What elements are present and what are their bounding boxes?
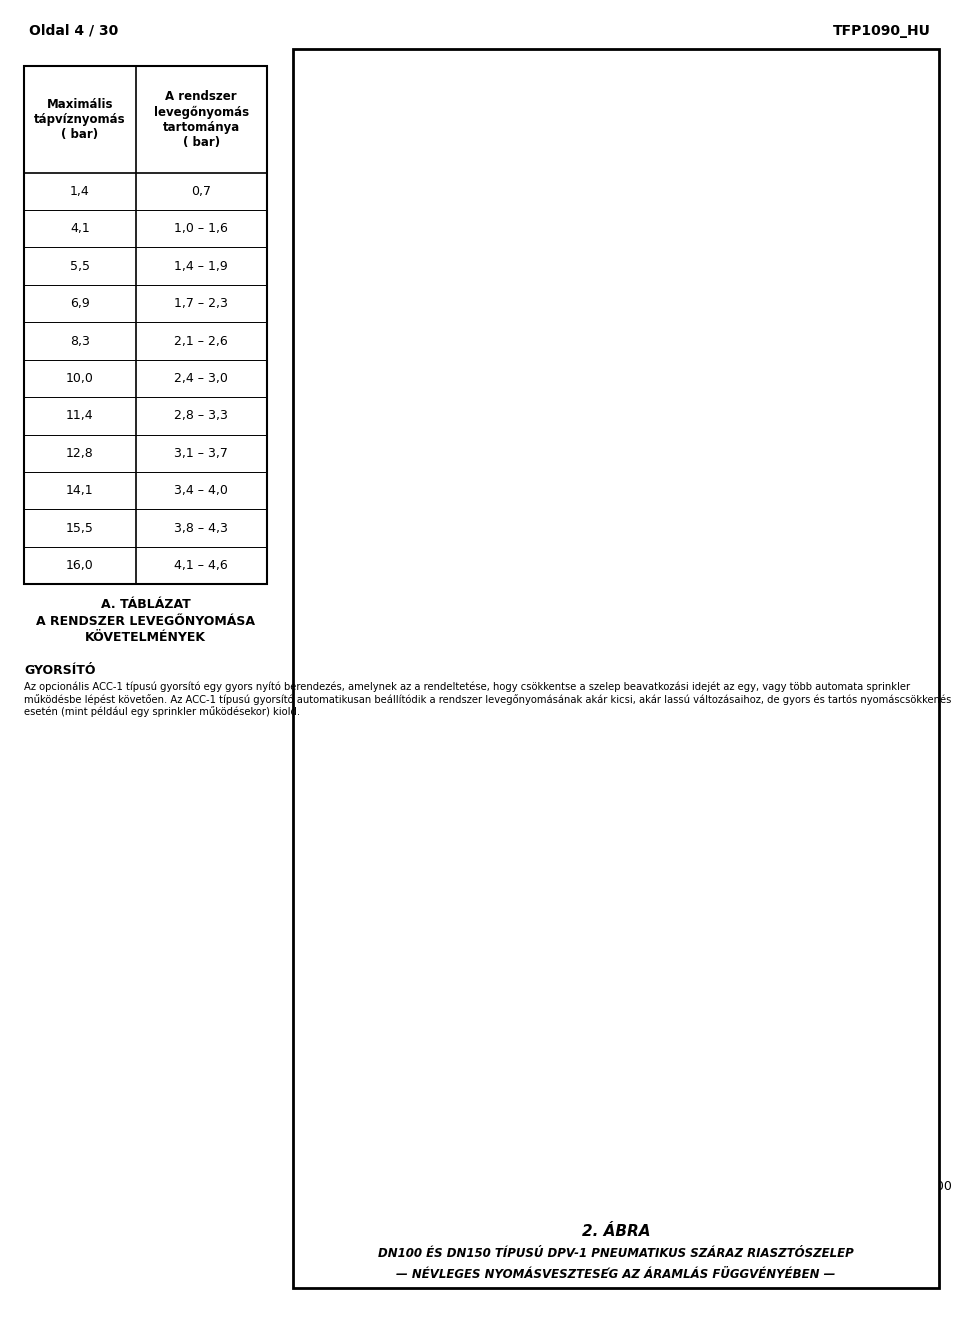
- Text: Az opcionális ACC-1 típusú gyorsító egy gyors nyító berendezés, amelynek az a re: Az opcionális ACC-1 típusú gyorsító egy …: [24, 681, 951, 717]
- Text: — NÉVLEGES NYOMÁSVESZTESÉG AZ ÁRAMLÁS FÜGGVÉNYÉBEN —: — NÉVLEGES NYOMÁSVESZTESÉG AZ ÁRAMLÁS F…: [396, 1268, 835, 1282]
- Text: 2,1 – 2,6: 2,1 – 2,6: [175, 335, 228, 348]
- Text: 1,0 – 1,6: 1,0 – 1,6: [175, 222, 228, 235]
- Text: 2,8 – 3,3: 2,8 – 3,3: [175, 409, 228, 422]
- Text: DN100 ÉS DN150 TÍPUSÚ DPV-1 PNEUMATIKUS SZÁRAZ RIASZTÓSZELEP: DN100 ÉS DN150 TÍPUSÚ DPV-1 PNEUMATIKUS …: [378, 1247, 853, 1260]
- Text: 10,0: 10,0: [66, 372, 94, 385]
- Text: 5,5: 5,5: [70, 260, 90, 272]
- X-axis label: ÁRAMLÁSI SEBESSÉG LITER/PERC (l/min): ÁRAMLÁSI SEBESSÉG LITER/PERC (l/min): [493, 1202, 797, 1215]
- Text: DN100: DN100: [686, 539, 721, 579]
- Text: 1,7 – 2,3: 1,7 – 2,3: [175, 297, 228, 311]
- Text: TFP1090_HU: TFP1090_HU: [833, 24, 931, 39]
- Text: GYORSÍTÓ: GYORSÍTÓ: [24, 664, 95, 677]
- Text: 1,4 – 1,9: 1,4 – 1,9: [175, 260, 228, 272]
- Text: 1,4: 1,4: [70, 185, 89, 198]
- Text: Oldal 4 / 30: Oldal 4 / 30: [29, 24, 118, 39]
- Text: 2. ÁBRA: 2. ÁBRA: [582, 1224, 650, 1239]
- Text: 3,1 – 3,7: 3,1 – 3,7: [175, 446, 228, 459]
- Text: 14,1: 14,1: [66, 485, 94, 497]
- Text: Maximális
tápvíznyomás
( bar): Maximális tápvíznyomás ( bar): [34, 98, 126, 141]
- Text: 15,5: 15,5: [66, 522, 94, 535]
- Text: 8,3: 8,3: [70, 335, 90, 348]
- Text: 0,7: 0,7: [191, 185, 211, 198]
- Text: 16,0: 16,0: [66, 559, 94, 572]
- Text: 3,4 – 4,0: 3,4 – 4,0: [175, 485, 228, 497]
- Text: A RENDSZER LEVEGŐNYOMÁSA: A RENDSZER LEVEGŐNYOMÁSA: [36, 615, 255, 628]
- Text: 3,8 – 4,3: 3,8 – 4,3: [175, 522, 228, 535]
- Text: 11,4: 11,4: [66, 409, 94, 422]
- Text: KÖVETELMÉNYEK: KÖVETELMÉNYEK: [84, 631, 206, 644]
- Y-axis label: NÉVLEGES NYOMÁSESÉS bar: NÉVLEGES NYOMÁSESÉS bar: [301, 509, 314, 722]
- Text: DN150: DN150: [760, 595, 797, 633]
- Text: 4,1: 4,1: [70, 222, 89, 235]
- Text: A. TÁBLÁZAT: A. TÁBLÁZAT: [101, 598, 190, 611]
- Text: 2,4 – 3,0: 2,4 – 3,0: [175, 372, 228, 385]
- Text: 4,1 – 4,6: 4,1 – 4,6: [175, 559, 228, 572]
- Text: 6,9: 6,9: [70, 297, 89, 311]
- Text: 12,8: 12,8: [66, 446, 94, 459]
- Text: A rendszer
levegőnyomás
tartománya
( bar): A rendszer levegőnyomás tartománya ( bar…: [154, 90, 249, 149]
